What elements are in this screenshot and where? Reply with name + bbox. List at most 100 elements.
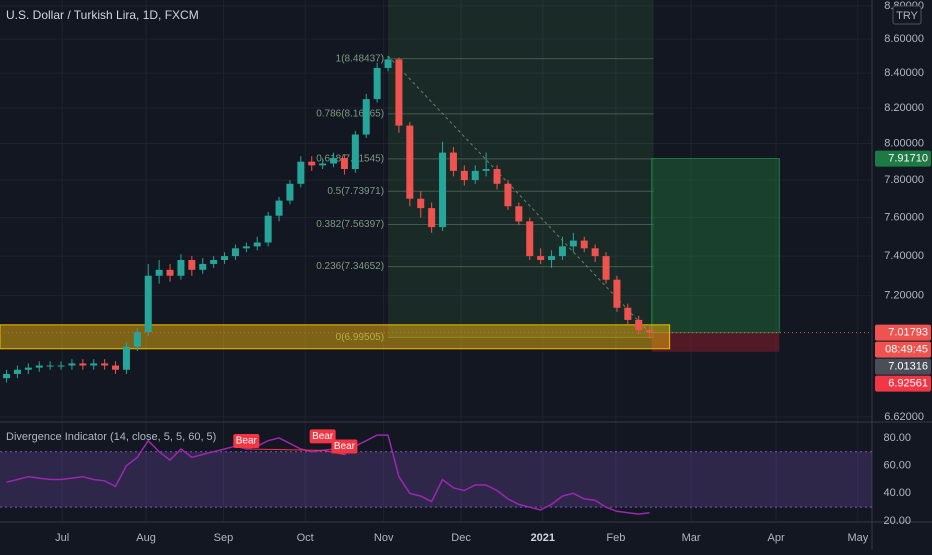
fib-label: 0(6.99505) <box>336 332 384 343</box>
x-tick-label: Jul <box>55 532 69 544</box>
candle-body <box>221 256 229 261</box>
candle-body <box>493 169 501 184</box>
indicator-line <box>6 434 650 515</box>
divergence-line <box>246 448 323 451</box>
price-badge <box>875 358 931 375</box>
stop-zone <box>651 332 780 352</box>
candle-body <box>526 221 534 257</box>
candle-body <box>373 67 381 100</box>
candle-body <box>166 269 174 276</box>
candle-body <box>177 260 185 276</box>
candle-body <box>79 363 87 366</box>
candle-body <box>624 307 632 320</box>
x-tick-label: Dec <box>451 532 471 544</box>
candle-body <box>253 242 261 247</box>
x-tick-label: Sep <box>214 532 234 544</box>
candle-body <box>384 59 392 68</box>
candle-body <box>57 365 65 367</box>
candle-body <box>646 330 654 333</box>
y-tick-label: 8.00000 <box>884 137 924 149</box>
x-tick-label: 2021 <box>531 532 555 544</box>
candle-body <box>24 367 32 370</box>
y-tick-label: 40.00 <box>883 487 911 499</box>
y-tick-label: 7.20000 <box>884 290 924 302</box>
y-tick-label: 8.60000 <box>884 33 924 45</box>
currency-label: TRY <box>896 10 918 22</box>
candle-body <box>558 246 566 257</box>
candle-body <box>439 152 447 228</box>
y-tick-label: 7.60000 <box>884 211 924 223</box>
candle-body <box>569 240 577 247</box>
candle-body <box>286 183 294 201</box>
indicator-title: Divergence Indicator (14, close, 5, 5, 6… <box>6 431 216 443</box>
candle-body <box>340 158 348 170</box>
candle-body <box>351 134 359 170</box>
candle-body <box>515 206 523 222</box>
candle-body <box>471 170 479 181</box>
y-tick-label: 6.62000 <box>884 411 924 423</box>
price-badge <box>875 341 931 358</box>
candle-body <box>90 363 98 366</box>
y-tick-label: 8.40000 <box>884 67 924 79</box>
price-badge-label: 7.01316 <box>888 361 928 373</box>
indicator-band <box>0 451 872 508</box>
candle-body <box>417 198 425 209</box>
candle-body <box>297 161 305 184</box>
price-badge <box>875 150 931 167</box>
signal-badge <box>331 439 358 454</box>
y-tick-label: 60.00 <box>883 460 911 472</box>
x-tick-label: Mar <box>682 532 701 544</box>
candle-body <box>635 319 643 331</box>
candle-body <box>144 275 152 333</box>
candle-body <box>602 256 610 280</box>
y-tick-label: 7.40000 <box>884 250 924 262</box>
y-tick-label: 7.80000 <box>884 174 924 186</box>
candle-body <box>591 248 599 257</box>
signal-label: Bear <box>312 431 334 442</box>
price-badge <box>875 324 931 341</box>
candle-body <box>199 263 207 270</box>
price-badge-label: 08:49:45 <box>885 344 928 356</box>
candle-body <box>112 365 120 370</box>
candle-body <box>133 332 141 347</box>
fib-label: 0.382(7.56397) <box>316 219 384 230</box>
candle-body <box>395 59 403 126</box>
chart-title: U.S. Dollar / Turkish Lira, 1D, FXCM <box>6 8 199 22</box>
candle-body <box>362 99 370 135</box>
candle-body <box>449 152 457 171</box>
fib-label: 1(8.48437) <box>336 53 384 64</box>
y-tick-label: 8.20000 <box>884 102 924 114</box>
price-badge-label: 7.01793 <box>888 327 928 339</box>
candle-body <box>101 363 109 366</box>
candle-body <box>308 161 316 166</box>
candle-body <box>548 256 556 261</box>
currency-box <box>892 5 922 25</box>
signal-badge <box>309 429 336 444</box>
candle-body <box>460 170 468 181</box>
signal-label: Bear <box>334 441 356 452</box>
signal-badge <box>233 433 260 448</box>
support-zone <box>0 324 671 350</box>
candle-body <box>319 163 327 166</box>
candle-body <box>330 158 338 164</box>
candle-body <box>242 246 250 249</box>
price-badge <box>875 375 931 392</box>
x-tick-label: May <box>847 532 868 544</box>
x-tick-label: Aug <box>136 532 156 544</box>
fib-label: 0.618(7.91545) <box>316 154 384 165</box>
candle-body <box>275 200 283 216</box>
fib-zone <box>388 0 654 338</box>
candle-body <box>613 279 621 308</box>
y-tick-label: 80.00 <box>883 432 911 444</box>
candle-body <box>68 363 76 366</box>
candle-body <box>46 365 54 367</box>
candle-body <box>210 260 218 264</box>
candle-body <box>482 169 490 171</box>
x-tick-label: Nov <box>374 532 394 544</box>
x-tick-label: Oct <box>297 532 314 544</box>
candle-body <box>188 260 196 270</box>
candle-body <box>428 208 436 228</box>
candle-body <box>537 256 545 261</box>
target-zone <box>651 158 780 334</box>
